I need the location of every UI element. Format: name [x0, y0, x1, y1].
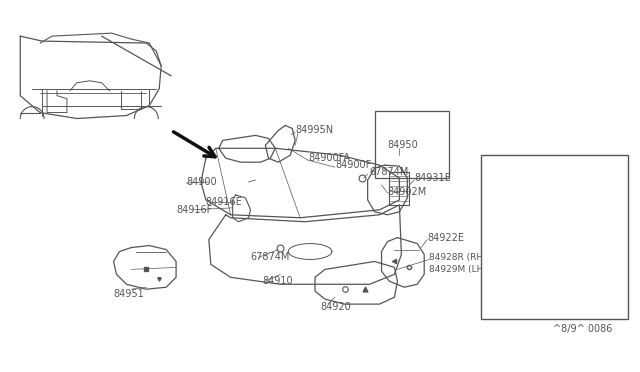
Text: 4S.(STD+XE): 4S.(STD+XE) — [486, 158, 549, 168]
Text: 84929M (LH): 84929M (LH) — [429, 265, 487, 274]
Text: 84900: 84900 — [186, 177, 216, 187]
Text: 67874M: 67874M — [250, 253, 290, 263]
Text: 84950: 84950 — [387, 140, 419, 150]
Bar — [374, 110, 449, 178]
Text: 84900F: 84900F — [335, 160, 371, 170]
Text: 84920: 84920 — [320, 302, 351, 312]
Text: 84900FA: 84900FA — [308, 153, 350, 163]
Text: 84995N: 84995N — [295, 125, 333, 135]
Text: ^8/9^ 0086: ^8/9^ 0086 — [553, 324, 612, 334]
Text: 84940: 84940 — [547, 170, 577, 180]
Text: 84931E: 84931E — [414, 173, 451, 183]
Text: 84951: 84951 — [113, 289, 144, 299]
Bar — [481, 155, 628, 319]
Text: 84928R (RH): 84928R (RH) — [429, 253, 487, 262]
Text: 84916E: 84916E — [206, 197, 243, 207]
Text: 84902M: 84902M — [387, 187, 427, 197]
Text: 84922E: 84922E — [427, 232, 464, 243]
Text: 84910: 84910 — [262, 276, 293, 286]
Text: 84916F: 84916F — [176, 205, 212, 215]
Text: 67874M: 67874M — [370, 167, 409, 177]
Text: 8494l: 8494l — [558, 195, 586, 205]
